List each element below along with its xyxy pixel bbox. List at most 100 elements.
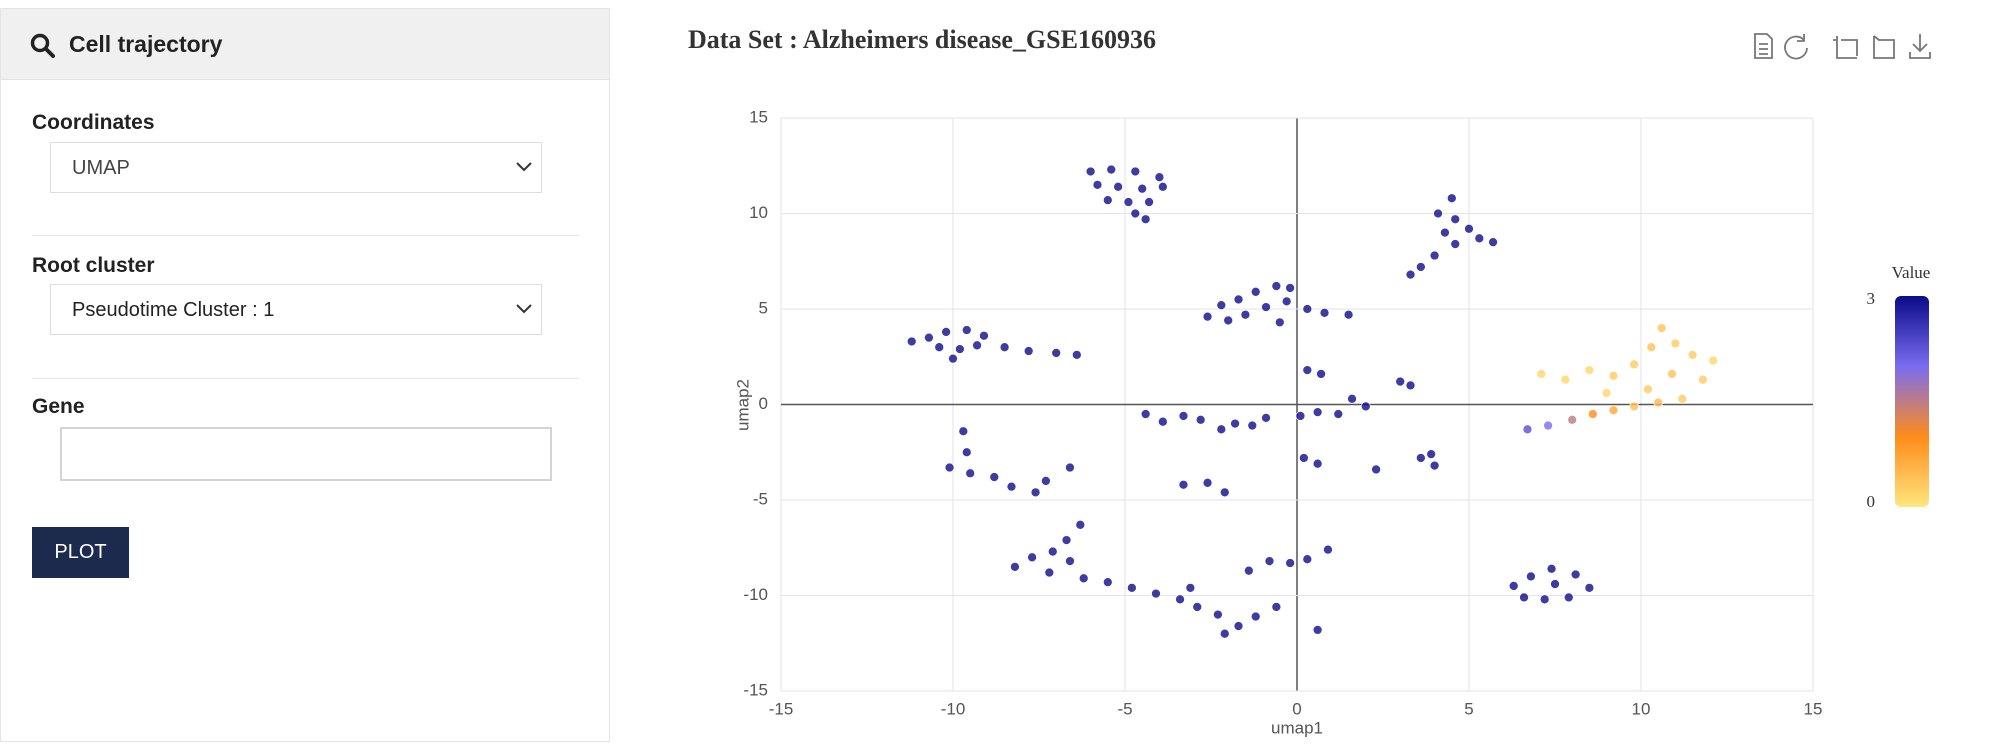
y-tick-label: 5 — [759, 298, 768, 317]
point — [1360, 401, 1371, 412]
point — [1687, 349, 1698, 360]
point — [1567, 414, 1578, 425]
point — [955, 344, 965, 354]
point — [965, 468, 976, 479]
point — [1092, 180, 1103, 190]
data-view-icon[interactable] — [1754, 33, 1773, 59]
point — [1474, 233, 1485, 244]
point — [1646, 342, 1657, 353]
point — [1102, 195, 1113, 205]
chevron — [516, 304, 532, 314]
point — [1030, 487, 1041, 498]
point — [1247, 420, 1258, 431]
point — [1395, 376, 1406, 387]
chart: Data Set : Alzheimers disease_GSE160936 … — [688, 25, 1931, 737]
point — [1285, 558, 1295, 568]
point — [1371, 464, 1381, 475]
point — [1243, 565, 1254, 576]
point — [1065, 462, 1075, 473]
point — [999, 342, 1010, 353]
point — [1240, 309, 1251, 320]
point — [1587, 409, 1598, 419]
point — [924, 332, 934, 343]
point — [941, 327, 951, 337]
point — [1347, 393, 1357, 404]
x-axis-title: umap1 — [1271, 718, 1323, 737]
colorbar-tick-label: 3 — [1867, 289, 1876, 308]
point — [948, 353, 958, 364]
point — [906, 336, 917, 347]
y-tick-label: -10 — [743, 585, 768, 604]
point — [1519, 592, 1529, 603]
colorbar-tick-label: 0 — [1867, 492, 1876, 511]
point — [1023, 346, 1034, 356]
point — [1323, 544, 1333, 555]
point — [1543, 420, 1553, 431]
restore-icon[interactable] — [1784, 34, 1808, 60]
point — [1144, 197, 1154, 207]
point — [1563, 592, 1574, 603]
point — [1608, 405, 1619, 416]
gene-input[interactable] — [60, 427, 552, 481]
point — [1219, 487, 1230, 498]
point — [1185, 583, 1196, 593]
root-cluster-select[interactable]: Pseudotime Cluster : 1 — [50, 284, 542, 335]
x-tick-label: 0 — [1292, 699, 1301, 718]
point — [1426, 449, 1437, 460]
point — [1316, 369, 1326, 379]
point — [1629, 359, 1639, 370]
point — [1140, 214, 1151, 225]
save-icon[interactable] — [1909, 34, 1931, 59]
point — [1281, 296, 1292, 307]
select-value: Pseudotime Cluster : 1 — [72, 299, 275, 321]
panel-title: Cell trajectory — [69, 31, 223, 57]
point — [1526, 571, 1536, 582]
point — [1608, 371, 1619, 381]
point — [1140, 409, 1151, 419]
point — [1312, 407, 1323, 417]
point — [1157, 181, 1168, 192]
point — [1041, 476, 1051, 486]
zoom-reset-icon[interactable] — [1873, 35, 1895, 59]
point — [961, 325, 972, 335]
point — [1488, 237, 1498, 247]
coordinates-select[interactable]: UMAP — [50, 142, 542, 193]
point — [1230, 418, 1240, 429]
field-label: Coordinates — [32, 111, 155, 134]
zoom-icon[interactable] — [1833, 36, 1858, 59]
point — [1302, 304, 1313, 314]
point — [1044, 567, 1055, 578]
point — [1429, 460, 1440, 471]
point — [1295, 411, 1306, 421]
point — [1433, 208, 1443, 219]
point — [1536, 369, 1547, 379]
point — [1216, 424, 1227, 435]
point — [1178, 479, 1189, 490]
point — [1302, 554, 1313, 565]
point — [1333, 409, 1344, 419]
point — [961, 447, 972, 458]
point — [1508, 581, 1519, 591]
point — [1415, 262, 1426, 272]
point — [1415, 453, 1426, 463]
point — [1539, 594, 1550, 605]
point — [1047, 546, 1058, 557]
y-tick-label: 0 — [759, 394, 768, 413]
point — [1061, 535, 1072, 545]
x-tick-label: 15 — [1804, 699, 1823, 718]
colorbar — [1895, 296, 1929, 507]
point — [1319, 307, 1330, 318]
point — [1312, 625, 1323, 635]
point — [1219, 628, 1230, 639]
divider — [32, 235, 579, 236]
panel-header: Cell trajectory — [1, 9, 609, 80]
point — [1127, 583, 1137, 593]
point — [1223, 315, 1234, 326]
point — [1233, 621, 1244, 631]
point — [1250, 611, 1261, 622]
plot-button[interactable]: PLOT — [32, 527, 129, 578]
point — [1312, 458, 1323, 469]
point — [1027, 552, 1037, 563]
y-axis-title: umap2 — [733, 379, 752, 431]
